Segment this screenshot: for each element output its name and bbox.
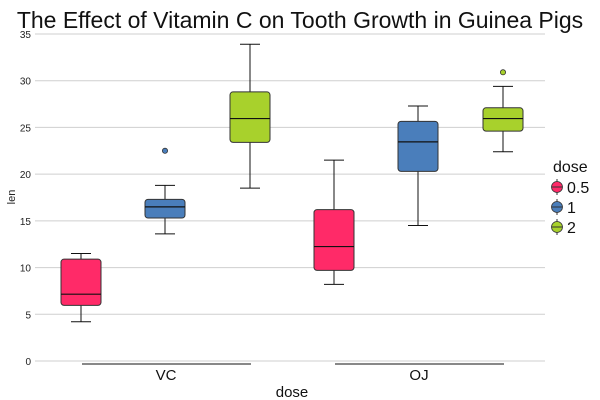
x-tick-label: OJ [409, 367, 428, 384]
box-OJ-2 [482, 69, 524, 153]
y-tick-label: 15 [20, 217, 32, 228]
outlier-point [499, 69, 506, 76]
y-tick-label: 5 [25, 310, 31, 321]
box-iqr [144, 198, 186, 219]
box-iqr [229, 91, 271, 143]
legend-label: 1 [567, 200, 576, 217]
legend-label: 0.5 [567, 180, 589, 197]
box-iqr [482, 107, 524, 132]
x-tick-label: VC [156, 367, 177, 384]
legend-item-0.5: 0.5 [551, 179, 589, 197]
legend-item-1: 1 [551, 199, 576, 217]
y-tick-label: 20 [20, 170, 32, 181]
box-VC-2 [229, 43, 271, 189]
y-axis-label: len [6, 190, 18, 205]
y-tick-label: 30 [20, 77, 32, 88]
box-OJ-1 [397, 105, 439, 227]
y-tick-label: 10 [20, 264, 32, 275]
box-iqr [60, 258, 102, 306]
outlier-point [161, 147, 168, 154]
box-VC-1 [144, 147, 186, 235]
box-VC-0.5 [60, 253, 102, 323]
legend-label: 2 [567, 220, 576, 237]
box-iqr [313, 209, 355, 271]
y-tick-label: 35 [20, 30, 32, 41]
legend-item-2: 2 [551, 219, 576, 237]
box-OJ-0.5 [313, 159, 355, 285]
chart-title: The Effect of Vitamin C on Tooth Growth … [17, 7, 583, 33]
y-tick-label: 0 [25, 357, 31, 368]
box-iqr [397, 120, 439, 172]
legend-title: dose [553, 159, 588, 176]
y-tick-label: 25 [20, 123, 32, 134]
x-axis-label: dose [276, 384, 309, 400]
